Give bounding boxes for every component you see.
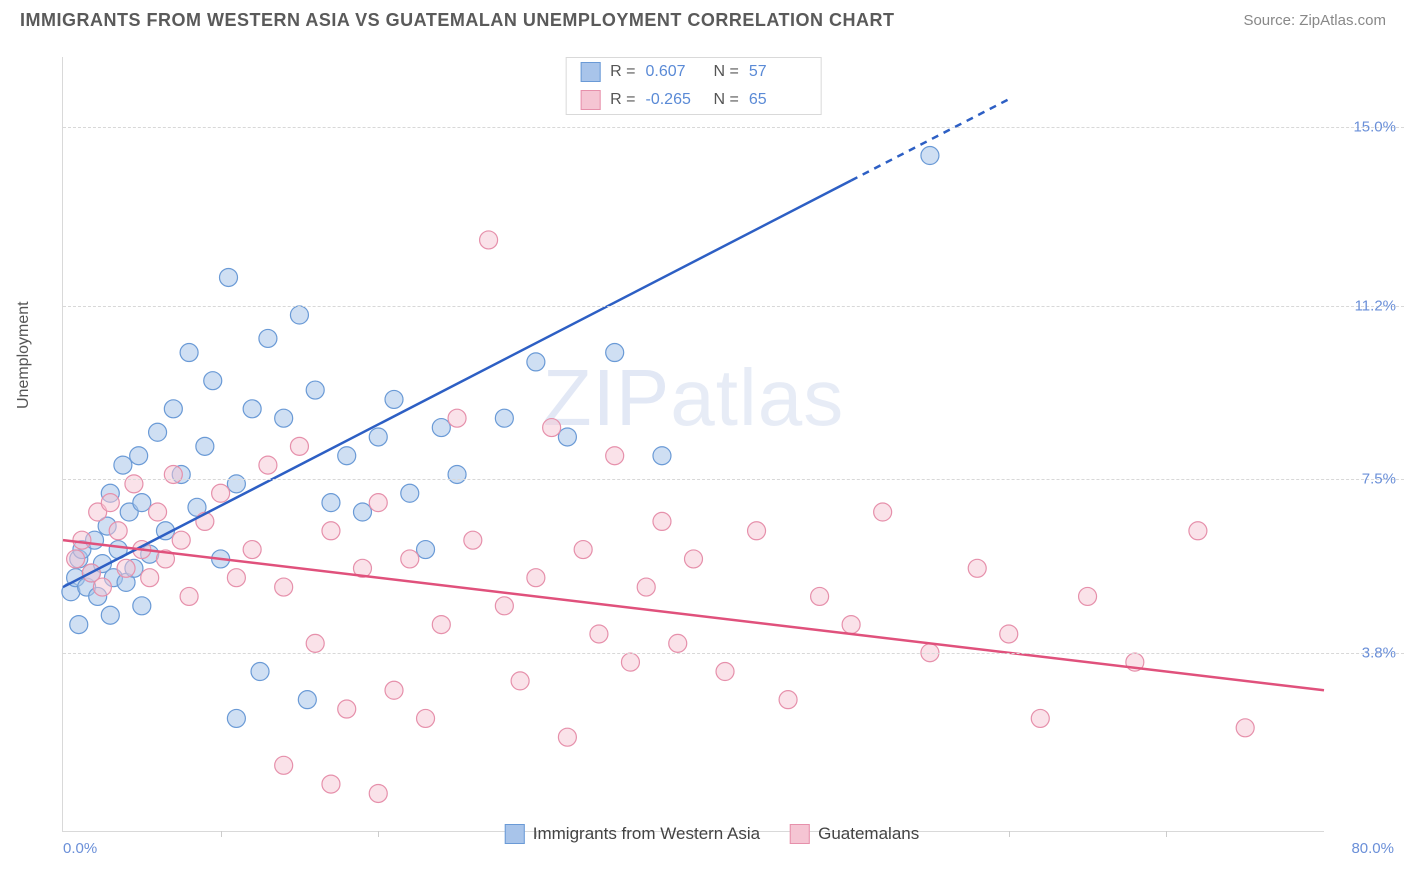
source-label: Source: ZipAtlas.com — [1243, 12, 1386, 29]
n-label-1: N = — [714, 63, 739, 81]
swatch-series-2 — [580, 90, 600, 110]
swatch-series-1 — [580, 62, 600, 82]
plot-area: ZIPatlas R = 0.607 N = 57 R = -0.265 N =… — [62, 57, 1324, 832]
r-label-2: R = — [610, 91, 635, 109]
chart-title: IMMIGRANTS FROM WESTERN ASIA VS GUATEMAL… — [20, 10, 894, 31]
legend-row-1: R = 0.607 N = 57 — [566, 58, 821, 86]
y-tick-label: 3.8% — [1362, 644, 1396, 661]
legend-label-1: Immigrants from Western Asia — [533, 824, 760, 844]
chart-svg — [63, 57, 1324, 831]
swatch-bottom-2 — [790, 824, 810, 844]
swatch-bottom-1 — [505, 824, 525, 844]
y-tick-label: 15.0% — [1353, 119, 1396, 136]
legend-item-1: Immigrants from Western Asia — [505, 824, 760, 844]
r-value-2: -0.265 — [646, 91, 704, 109]
x-min-label: 0.0% — [63, 840, 97, 857]
legend-label-2: Guatemalans — [818, 824, 919, 844]
r-label-1: R = — [610, 63, 635, 81]
y-tick-label: 7.5% — [1362, 471, 1396, 488]
legend-series: Immigrants from Western Asia Guatemalans — [505, 824, 919, 844]
header: IMMIGRANTS FROM WESTERN ASIA VS GUATEMAL… — [0, 0, 1406, 39]
legend-item-2: Guatemalans — [790, 824, 919, 844]
legend-correlation: R = 0.607 N = 57 R = -0.265 N = 65 — [565, 57, 822, 115]
legend-row-2: R = -0.265 N = 65 — [566, 86, 821, 114]
r-value-1: 0.607 — [646, 63, 704, 81]
chart-area: Unemployment ZIPatlas R = 0.607 N = 57 R… — [20, 45, 1404, 852]
n-value-2: 65 — [749, 91, 807, 109]
x-max-label: 80.0% — [1351, 840, 1394, 857]
y-tick-label: 11.2% — [1355, 297, 1396, 314]
n-value-1: 57 — [749, 63, 807, 81]
n-label-2: N = — [714, 91, 739, 109]
y-axis-label: Unemployment — [15, 301, 33, 409]
